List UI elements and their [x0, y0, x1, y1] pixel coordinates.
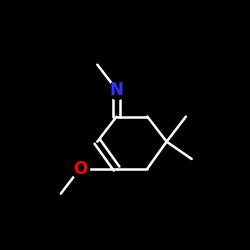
Text: O: O: [73, 160, 87, 178]
Text: N: N: [110, 81, 124, 99]
